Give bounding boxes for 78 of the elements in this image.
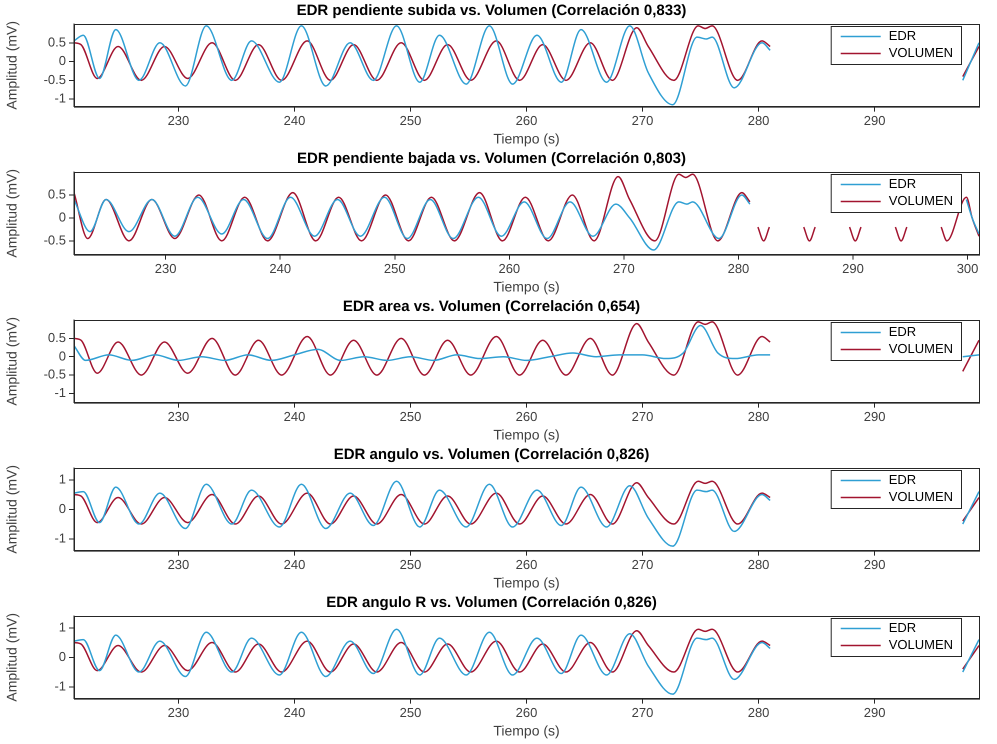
y-axis-title: Amplitud (mV) — [3, 20, 20, 110]
legend-label: VOLUMEN — [888, 341, 954, 356]
x-tick-label: 300 — [956, 260, 978, 276]
x-tick-label: 230 — [168, 408, 190, 424]
x-tick-label: 280 — [748, 408, 770, 424]
x-axis-title: Tiempo (s) — [493, 574, 560, 590]
legend-label: EDR — [888, 472, 916, 488]
x-tick-label: 260 — [498, 260, 520, 276]
x-tick-label: 270 — [632, 112, 654, 128]
x-axis-title: Tiempo (s) — [493, 722, 560, 738]
x-axis-title: Tiempo (s) — [493, 426, 560, 442]
y-axis-title: Amplitud (mV) — [3, 168, 20, 258]
y-tick-label: -1 — [54, 678, 66, 694]
x-tick-label: 240 — [269, 260, 292, 276]
legend-label: VOLUMEN — [888, 637, 954, 652]
x-tick-label: 250 — [400, 408, 422, 424]
legend-label: EDR — [888, 176, 916, 192]
x-tick-label: 260 — [516, 408, 538, 424]
x-tick-label: 270 — [632, 408, 654, 424]
y-tick-label: 0.5 — [48, 186, 66, 202]
x-tick-label: 240 — [284, 556, 306, 572]
y-tick-label: -0.5 — [44, 366, 66, 382]
x-tick-label: 290 — [864, 704, 886, 720]
y-tick-label: -0.5 — [44, 72, 66, 87]
legend-label: VOLUMEN — [888, 45, 954, 60]
chart-title: EDR area vs. Volumen (Correlación 0,654) — [342, 298, 640, 316]
y-axis-title: Amplitud (mV) — [3, 316, 20, 406]
x-tick-label: 270 — [613, 260, 635, 276]
y-axis-title: Amplitud (mV) — [3, 464, 20, 554]
x-tick-label: 260 — [516, 112, 538, 128]
chart-title: EDR angulo R vs. Volumen (Correlación 0,826) — [326, 594, 657, 612]
y-tick-label: 0 — [58, 348, 66, 364]
y-tick-label: -1 — [54, 530, 66, 546]
x-tick-label: 240 — [284, 112, 306, 128]
y-tick-label: 0 — [58, 500, 66, 516]
legend-label: VOLUMEN — [888, 193, 954, 208]
y-tick-label: 1 — [58, 619, 66, 634]
y-tick-label: 1 — [58, 471, 66, 486]
x-tick-label: 290 — [842, 260, 864, 276]
x-tick-label: 290 — [864, 556, 886, 572]
x-tick-label: 280 — [748, 112, 770, 128]
x-axis-title: Tiempo (s) — [493, 130, 560, 146]
y-tick-label: 0 — [58, 648, 66, 664]
legend-label: EDR — [888, 324, 916, 340]
x-tick-label: 230 — [168, 556, 190, 572]
legend-label: EDR — [888, 28, 916, 44]
x-tick-label: 280 — [748, 556, 770, 572]
y-tick-label: -1 — [54, 90, 66, 106]
x-tick-label: 230 — [168, 112, 190, 128]
x-tick-label: 290 — [864, 408, 886, 424]
y-tick-label: -1 — [54, 385, 66, 400]
x-axis-title: Tiempo (s) — [493, 278, 560, 294]
y-tick-label: 0 — [58, 209, 66, 224]
y-tick-label: 0.5 — [48, 34, 66, 50]
x-tick-label: 260 — [516, 704, 538, 720]
y-tick-label: -0.5 — [44, 232, 66, 248]
y-tick-label: 0 — [58, 53, 66, 68]
x-tick-label: 260 — [516, 556, 538, 572]
x-tick-label: 250 — [400, 556, 422, 572]
legend-label: EDR — [888, 620, 916, 636]
x-tick-label: 270 — [632, 556, 654, 572]
y-tick-label: 0.5 — [48, 330, 66, 345]
chart-title: EDR pendiente bajada vs. Volumen (Correlación 0,803) — [297, 150, 686, 168]
x-tick-label: 230 — [154, 260, 176, 276]
x-tick-label: 290 — [864, 112, 886, 128]
x-tick-label: 250 — [400, 704, 422, 720]
chart-title: EDR angulo vs. Volumen (Correlación 0,826) — [334, 446, 650, 464]
y-axis-title: Amplitud (mV) — [3, 612, 20, 702]
x-tick-label: 280 — [728, 260, 750, 276]
x-tick-label: 230 — [168, 704, 190, 720]
x-tick-label: 240 — [284, 408, 306, 424]
legend-label: VOLUMEN — [888, 489, 954, 504]
x-tick-label: 250 — [400, 112, 422, 128]
chart-title: EDR pendiente subida vs. Volumen (Correlación 0,833) — [296, 2, 686, 20]
x-tick-label: 250 — [384, 260, 406, 276]
x-tick-label: 270 — [632, 704, 654, 720]
x-tick-label: 240 — [284, 704, 306, 720]
x-tick-label: 280 — [748, 704, 770, 720]
